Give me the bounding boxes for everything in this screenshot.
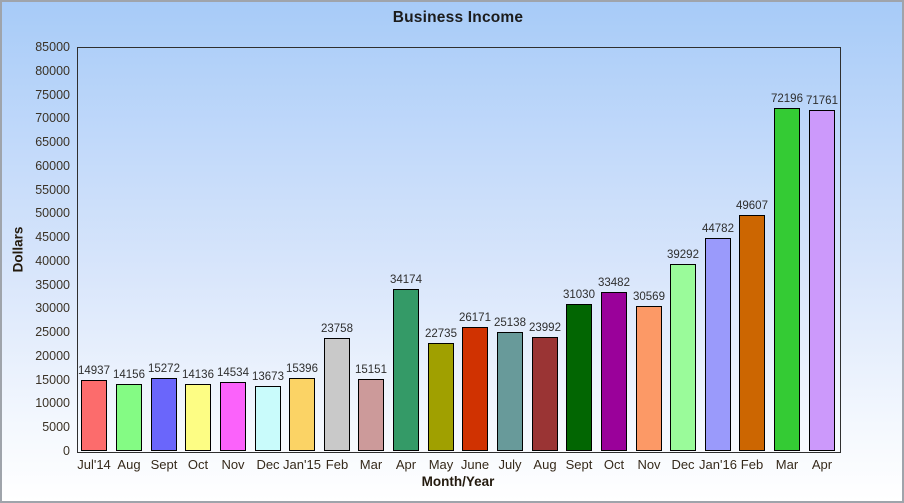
y-tick-label: 55000: [35, 182, 70, 197]
bar: [393, 289, 419, 451]
bar-value-label: 31030: [563, 289, 595, 301]
y-tick-label: 0: [63, 444, 70, 458]
bar: [601, 292, 627, 451]
bar: [497, 332, 523, 451]
x-tick-label: Sept: [565, 457, 593, 472]
y-tick-label: 85000: [35, 40, 70, 54]
bar-value-label: 23992: [529, 322, 561, 334]
y-tick-label: 75000: [35, 87, 70, 102]
x-tick-label: Nov: [221, 457, 245, 472]
y-tick-label: 40000: [35, 253, 70, 268]
y-tick-label: 50000: [35, 206, 70, 221]
bar: [532, 337, 558, 451]
y-tick-label: 70000: [35, 111, 70, 126]
x-tick-label: Feb: [740, 457, 764, 472]
y-tick-label: 60000: [35, 158, 70, 173]
bar: [705, 238, 731, 451]
bar: [670, 264, 696, 451]
x-tick-label: Oct: [187, 457, 209, 472]
bar-value-label: 14136: [182, 369, 214, 381]
bar: [809, 110, 835, 451]
y-tick-label: 10000: [35, 396, 70, 411]
bar: [116, 384, 142, 451]
bar-value-label: 33482: [598, 277, 630, 289]
y-tick-label: 45000: [35, 230, 70, 245]
bar: [151, 378, 177, 451]
y-tick-label: 5000: [42, 420, 70, 435]
bar-value-label: 23758: [321, 323, 353, 335]
bar: [428, 343, 454, 451]
bar-value-label: 14534: [217, 367, 249, 379]
y-tick-label: 25000: [35, 325, 70, 340]
x-tick-label: Jul'14: [77, 457, 111, 472]
bar-value-label: 14937: [78, 365, 110, 377]
bar: [462, 327, 488, 451]
chart-title: Business Income: [392, 9, 524, 26]
y-tick-label: 15000: [35, 372, 70, 387]
bar-value-label: 15396: [286, 363, 318, 375]
x-tick-label: Jan'16: [699, 457, 737, 472]
x-tick-label: Jan'15: [283, 457, 321, 472]
bar-value-label: 49607: [736, 200, 768, 212]
bar: [739, 215, 765, 451]
bar-value-label: 15272: [148, 363, 180, 375]
bar: [185, 384, 211, 451]
y-tick-label: 35000: [35, 277, 70, 292]
x-tick-label: Apr: [811, 457, 833, 472]
x-tick-label: Mar: [359, 457, 383, 472]
bar: [324, 338, 350, 451]
x-axis-title: Month/Year: [421, 474, 495, 489]
bar-value-label: 71761: [806, 95, 838, 107]
bar: [289, 378, 315, 451]
y-tick-label: 80000: [35, 63, 70, 78]
y-tick-label: 20000: [35, 348, 70, 363]
bar: [255, 386, 281, 451]
x-tick-label: June: [460, 457, 490, 472]
bar-value-label: 13673: [252, 371, 284, 383]
bar-value-label: 14156: [113, 369, 145, 381]
bar: [774, 108, 800, 451]
y-tick-label: 65000: [35, 135, 70, 150]
y-tick-label: 30000: [35, 301, 70, 316]
bar: [220, 382, 246, 451]
bar-value-label: 26171: [459, 312, 491, 324]
bar-value-label: 22735: [425, 328, 457, 340]
x-tick-label: May: [428, 457, 454, 472]
x-tick-label: Feb: [325, 457, 349, 472]
x-tick-label: Aug: [117, 457, 141, 472]
bar: [81, 380, 107, 451]
x-tick-label: Dec: [671, 457, 695, 472]
x-tick-label: Sept: [150, 457, 178, 472]
bar-value-label: 15151: [355, 364, 387, 376]
x-tick-label: Nov: [637, 457, 661, 472]
bar-value-label: 39292: [667, 249, 699, 261]
plot-area: [77, 47, 841, 453]
x-tick-label: Aug: [533, 457, 557, 472]
bar: [358, 379, 384, 451]
bar: [636, 306, 662, 451]
x-tick-label: Apr: [395, 457, 417, 472]
bar-value-label: 44782: [702, 223, 734, 235]
bar-value-label: 25138: [494, 317, 526, 329]
bar-value-label: 72196: [771, 93, 803, 105]
bar-value-label: 34174: [390, 274, 422, 286]
x-tick-label: Dec: [256, 457, 280, 472]
x-tick-label: Oct: [603, 457, 625, 472]
bar: [566, 304, 592, 451]
x-tick-label: July: [498, 457, 522, 472]
x-tick-label: Mar: [775, 457, 799, 472]
bar-value-label: 30569: [633, 291, 665, 303]
